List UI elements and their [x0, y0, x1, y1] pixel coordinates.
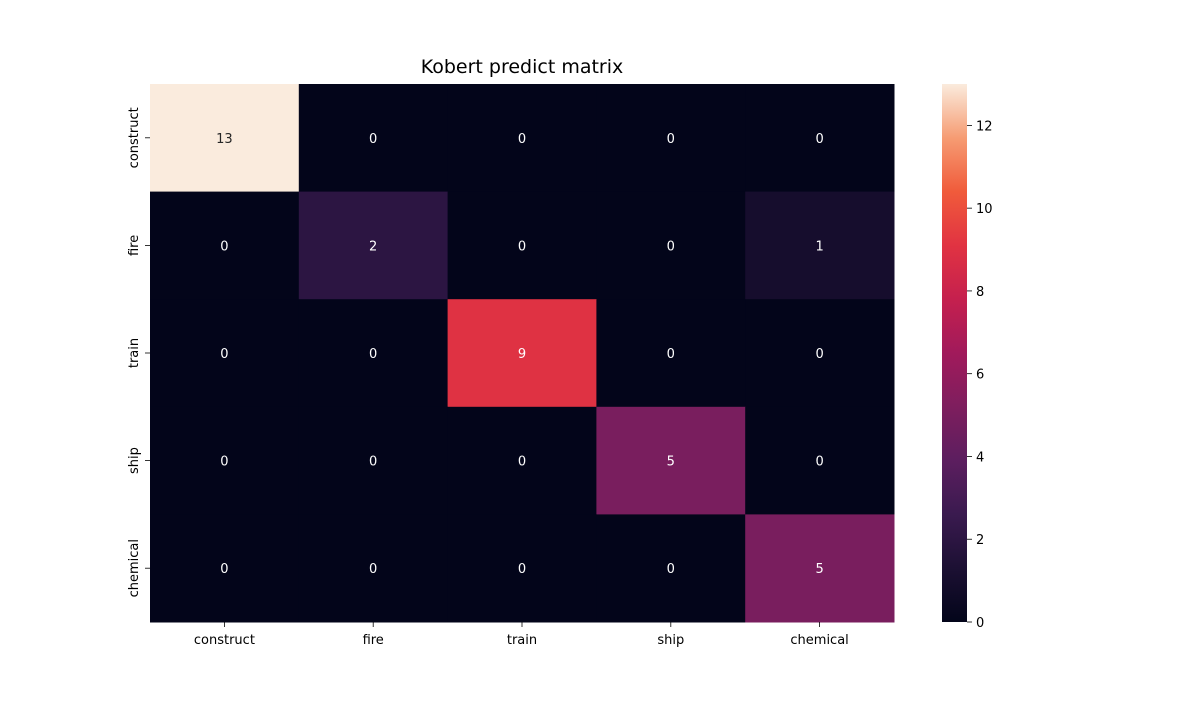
y-tick-label: chemical: [127, 539, 142, 597]
x-tick-label: chemical: [790, 633, 848, 648]
heatmap-cell: [298, 406, 449, 515]
cell-value-label: 0: [667, 239, 675, 254]
heatmap-cell: [596, 406, 746, 515]
heatmap-cell: [150, 84, 300, 193]
colorbar-tick-label: 6: [976, 368, 984, 383]
cell-value-label: 0: [369, 132, 377, 147]
heatmap-cell: [745, 406, 895, 515]
cell-value-label: 0: [220, 347, 228, 362]
cell-value-label: 0: [518, 132, 526, 147]
heatmap-cell: [298, 191, 449, 300]
cell-value-label: 2: [369, 239, 377, 254]
heatmap-cell: [745, 514, 895, 623]
heatmap-cell: [745, 84, 895, 193]
y-tick-label: construct: [127, 107, 142, 168]
heatmap-cell: [596, 191, 746, 300]
y-tick-label: train: [127, 338, 142, 368]
colorbar-tick-label: 4: [976, 450, 984, 465]
heatmap-cells: 13 0 0 0 0 0 2 0 0 1 0 0 9 0 0 0 0 0 5 0 0 0 0 0 5: [150, 84, 895, 623]
heatmap-cell: [150, 406, 300, 515]
heatmap-cell: [447, 299, 597, 408]
cell-value-label: 0: [220, 239, 228, 254]
heatmap-cell: [745, 299, 895, 408]
colorbar-tick-label: 12: [976, 119, 993, 134]
heatmap-cell: [447, 84, 597, 193]
y-tick-label: fire: [127, 235, 142, 256]
heatmap-cell: [596, 84, 746, 193]
colorbar-tick-label: 0: [976, 616, 984, 631]
heatmap-cell: [447, 514, 597, 623]
cell-value-label: 1: [815, 239, 823, 254]
colorbar-tick-label: 8: [976, 285, 984, 300]
cell-value-label: 0: [518, 239, 526, 254]
heatmap-cell: [447, 406, 597, 515]
colorbar: 0 2 4 6 8 10 12: [942, 84, 993, 631]
cell-value-label: 5: [815, 562, 823, 577]
cell-value-label: 9: [518, 347, 526, 362]
cell-value-label: 0: [815, 455, 823, 470]
cell-value-label: 0: [220, 562, 228, 577]
colorbar-tick-label: 10: [976, 202, 993, 217]
heatmap-cell: [596, 514, 746, 623]
colorbar-tick-label: 2: [976, 533, 984, 548]
x-tick-label: train: [507, 633, 537, 648]
cell-value-label: 0: [518, 455, 526, 470]
x-tick-label: fire: [363, 633, 384, 648]
heatmap-cell: [298, 514, 449, 623]
heatmap-cell: [447, 191, 597, 300]
x-axis: construct fire train ship chemical: [194, 622, 849, 648]
cell-value-label: 0: [369, 455, 377, 470]
colorbar-gradient: [942, 84, 967, 622]
heatmap-cell: [150, 514, 300, 623]
heatmap-cell: [596, 299, 746, 408]
x-tick-label: construct: [194, 633, 255, 648]
cell-value-label: 0: [815, 347, 823, 362]
cell-value-label: 13: [216, 132, 233, 147]
cell-value-label: 0: [220, 455, 228, 470]
cell-value-label: 5: [667, 455, 675, 470]
y-axis: construct fire train ship chemical: [127, 107, 150, 597]
chart-title: Kobert predict matrix: [420, 56, 624, 78]
cell-value-label: 0: [667, 132, 675, 147]
cell-value-label: 0: [518, 562, 526, 577]
cell-value-label: 0: [667, 562, 675, 577]
x-tick-label: ship: [657, 633, 684, 648]
cell-value-label: 0: [815, 132, 823, 147]
cell-value-label: 0: [667, 347, 675, 362]
heatmap-cell: [745, 191, 895, 300]
heatmap-cell: [150, 191, 300, 300]
y-tick-label: ship: [127, 447, 142, 474]
heatmap-cell: [298, 299, 449, 408]
cell-value-label: 0: [369, 562, 377, 577]
heatmap-cell: [150, 299, 300, 408]
heatmap-cell: [298, 84, 449, 193]
cell-value-label: 0: [369, 347, 377, 362]
